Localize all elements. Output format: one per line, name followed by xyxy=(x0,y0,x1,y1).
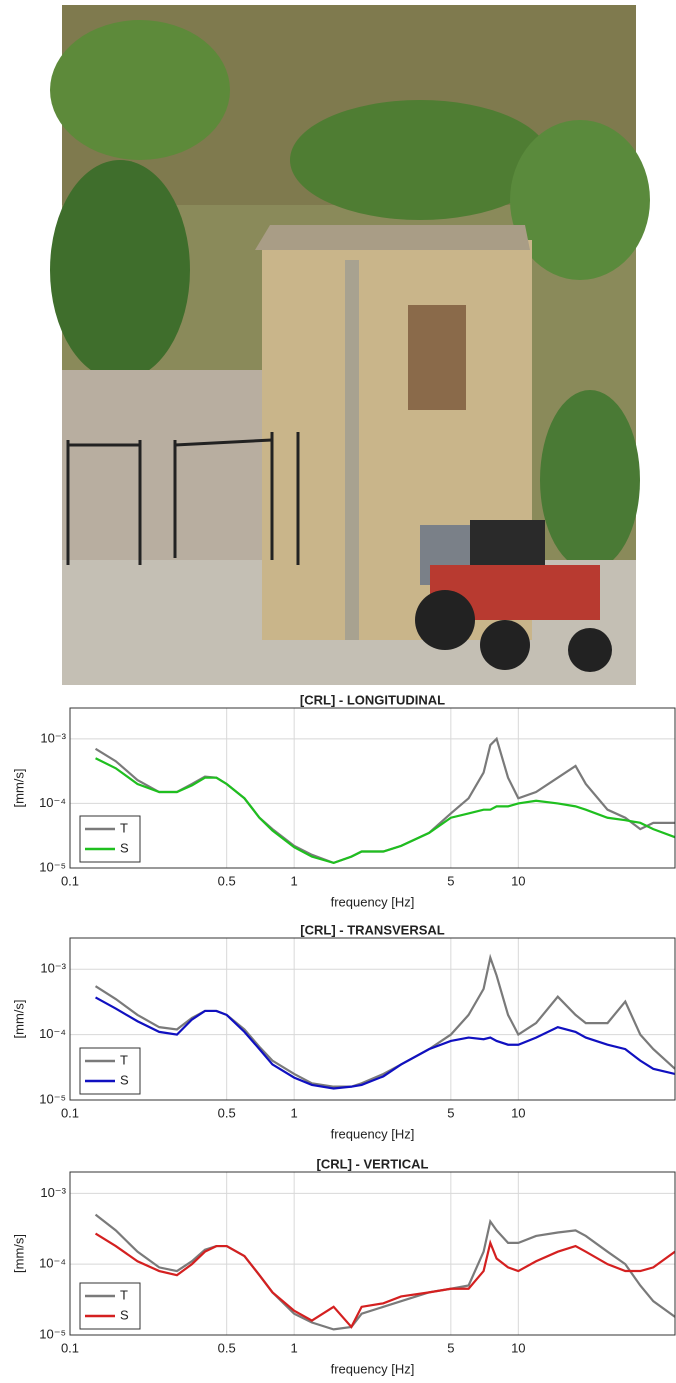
legend-label: T xyxy=(120,1052,128,1067)
x-tick-label: 1 xyxy=(291,1105,298,1120)
y-tick-label: 10⁻⁴ xyxy=(39,795,66,810)
y-tick-label: 10⁻⁴ xyxy=(39,1026,66,1041)
x-tick-label: 1 xyxy=(291,1340,298,1355)
y-axis-label: [mm/s] xyxy=(11,1000,26,1039)
x-tick-label: 0.1 xyxy=(61,873,79,888)
legend-label: S xyxy=(120,1307,129,1322)
plot-area xyxy=(70,938,675,1100)
chart-title: [CRL] - TRANSVERSAL xyxy=(300,922,444,937)
x-tick-label: 0.1 xyxy=(61,1340,79,1355)
legend-label: T xyxy=(120,1287,128,1302)
y-tick-label: 10⁻³ xyxy=(40,730,66,745)
chart-title: [CRL] - LONGITUDINAL xyxy=(300,692,445,707)
plot-area xyxy=(70,708,675,868)
x-tick-label: 5 xyxy=(447,1105,454,1120)
x-tick-label: 0.1 xyxy=(61,1105,79,1120)
x-tick-label: 10 xyxy=(511,1340,525,1355)
x-tick-label: 10 xyxy=(511,1105,525,1120)
x-tick-label: 10 xyxy=(511,873,525,888)
page: [CRL] - LONGITUDINAL0.10.5151010⁻⁵10⁻⁴10… xyxy=(0,0,676,1383)
x-axis-label: frequency [Hz] xyxy=(331,1126,415,1141)
x-axis-label: frequency [Hz] xyxy=(331,1361,415,1376)
x-tick-label: 0.5 xyxy=(218,873,236,888)
legend-box xyxy=(80,1048,140,1094)
y-axis-label: [mm/s] xyxy=(11,1234,26,1273)
y-tick-label: 10⁻⁵ xyxy=(39,1326,66,1341)
y-tick-label: 10⁻⁴ xyxy=(39,1256,66,1271)
charts: [CRL] - LONGITUDINAL0.10.5151010⁻⁵10⁻⁴10… xyxy=(0,0,676,1383)
legend-box xyxy=(80,816,140,862)
x-tick-label: 0.5 xyxy=(218,1340,236,1355)
legend-label: T xyxy=(120,820,128,835)
x-tick-label: 5 xyxy=(447,1340,454,1355)
y-tick-label: 10⁻⁵ xyxy=(39,859,66,874)
legend-label: S xyxy=(120,1072,129,1087)
legend-label: S xyxy=(120,840,129,855)
y-axis-label: [mm/s] xyxy=(11,769,26,808)
y-tick-label: 10⁻³ xyxy=(40,1185,66,1200)
x-tick-label: 0.5 xyxy=(218,1105,236,1120)
chart-title: [CRL] - VERTICAL xyxy=(317,1156,429,1171)
y-tick-label: 10⁻³ xyxy=(40,961,66,976)
y-tick-label: 10⁻⁵ xyxy=(39,1091,66,1106)
x-axis-label: frequency [Hz] xyxy=(331,894,415,909)
x-tick-label: 1 xyxy=(291,873,298,888)
x-tick-label: 5 xyxy=(447,873,454,888)
legend-box xyxy=(80,1283,140,1329)
